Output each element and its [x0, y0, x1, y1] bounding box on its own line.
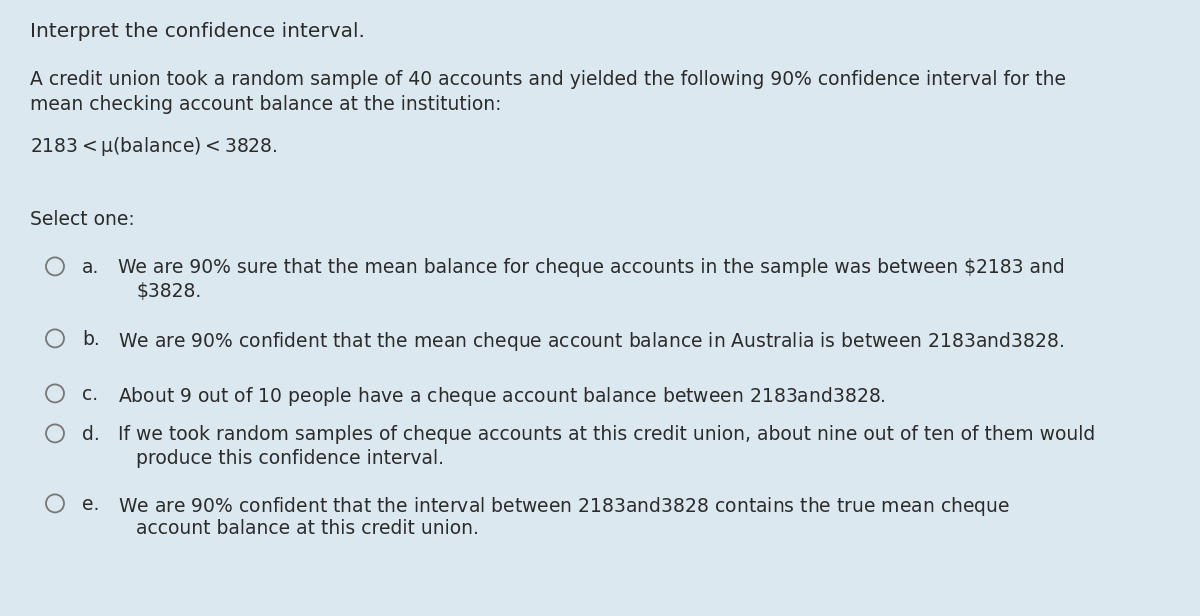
Text: About 9 out of 10 people have a cheque account balance between $2183 and $3828.: About 9 out of 10 people have a cheque a…: [118, 385, 886, 408]
Text: Interpret the confidence interval.: Interpret the confidence interval.: [30, 22, 365, 41]
Text: A credit union took a random sample of 40 accounts and yielded the following 90%: A credit union took a random sample of 4…: [30, 70, 1066, 89]
Text: produce this confidence interval.: produce this confidence interval.: [136, 449, 444, 468]
Text: If we took random samples of cheque accounts at this credit union, about nine ou: If we took random samples of cheque acco…: [118, 425, 1096, 444]
Text: We are 90% confident that the mean cheque account balance in Australia is betwee: We are 90% confident that the mean chequ…: [118, 330, 1064, 353]
Text: b.: b.: [82, 330, 100, 349]
Text: We are 90% confident that the interval between $2183 and $3828 contains the true: We are 90% confident that the interval b…: [118, 495, 1010, 518]
Text: $3828.: $3828.: [136, 282, 202, 301]
Text: $2183 < μ(balance) < $3828.: $2183 < μ(balance) < $3828.: [30, 135, 277, 158]
Text: e.: e.: [82, 495, 100, 514]
Text: Select one:: Select one:: [30, 210, 134, 229]
Text: mean checking account balance at the institution:: mean checking account balance at the ins…: [30, 95, 502, 114]
Text: c.: c.: [82, 385, 98, 404]
Text: account balance at this credit union.: account balance at this credit union.: [136, 519, 479, 538]
Text: a.: a.: [82, 258, 100, 277]
Text: We are 90% sure that the mean balance for cheque accounts in the sample was betw: We are 90% sure that the mean balance fo…: [118, 258, 1064, 277]
Text: d.: d.: [82, 425, 100, 444]
